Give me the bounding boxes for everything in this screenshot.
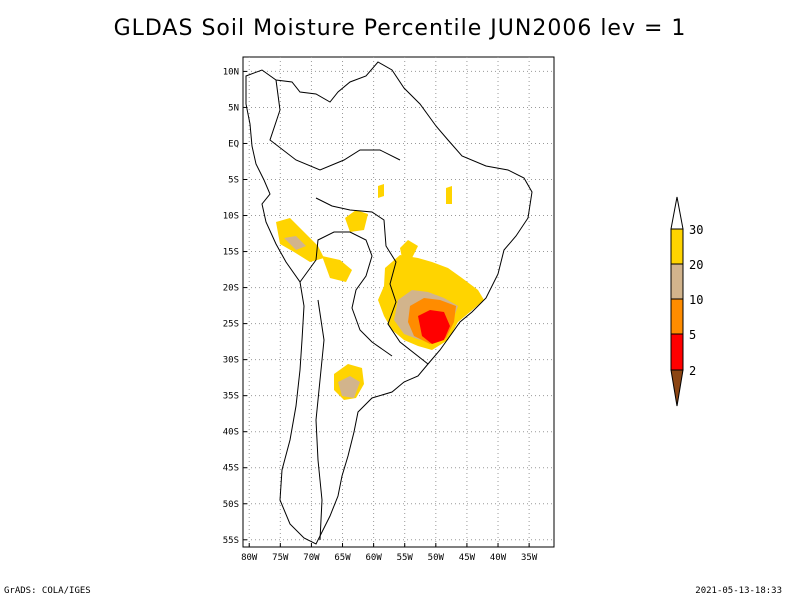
shade-yellow-bolivia (345, 210, 368, 232)
lat-label-5n: 5N (228, 103, 239, 113)
lat-label-50s: 50S (223, 500, 239, 510)
lat-label-25s: 25S (223, 320, 239, 330)
colorbar-seg-20-30 (670, 228, 684, 265)
shade-yellow-nordeste (446, 186, 452, 204)
colorbar (670, 196, 684, 407)
lat-label-eq: EQ (228, 139, 239, 149)
footer-timestamp: 2021-05-13-18:33 (695, 586, 782, 596)
lon-label-40w: 40W (490, 553, 507, 563)
colorbar-label-30: 30 (689, 223, 703, 237)
colorbar-seg-10-20 (670, 263, 684, 300)
shaded-regions (276, 184, 484, 400)
longitude-tick-labels: 80W 75W 70W 65W 60W 55W 50W 45W 40W 35W (241, 553, 538, 563)
lat-label-10n: 10N (223, 67, 239, 77)
map-frame (242, 56, 555, 548)
shade-tan-argentina (338, 376, 360, 398)
lat-label-20s: 20S (223, 284, 239, 294)
colorbar-label-2: 2 (689, 364, 696, 378)
lat-label-15s: 15S (223, 248, 239, 258)
lat-label-45s: 45S (223, 464, 239, 474)
lat-label-10s: 10S (223, 212, 239, 222)
coastlines-borders (245, 61, 533, 545)
colorbar-label-5: 5 (689, 328, 696, 342)
shade-yellow-andes (322, 256, 352, 282)
lon-label-55w: 55W (397, 553, 414, 563)
border-northern (269, 79, 401, 171)
lat-label-35s: 35S (223, 392, 239, 402)
coastline-south-america (245, 61, 533, 545)
shade-red-brazil (418, 310, 450, 344)
border-argentina-chile (315, 299, 325, 541)
shade-yellow-northeast (378, 184, 384, 198)
footer-credit: GrADS: COLA/IGES (4, 586, 91, 596)
lon-label-75w: 75W (272, 553, 289, 563)
lon-label-70w: 70W (303, 553, 320, 563)
colorbar-label-20: 20 (689, 258, 703, 272)
latitude-tick-labels: 10N 5N EQ 5S 10S 15S 20S 25S 30S 35S 40S 45S 50S 55S (223, 67, 239, 545)
lon-label-65w: 65W (334, 553, 351, 563)
lat-label-40s: 40S (223, 428, 239, 438)
shade-yellow-central-brazil (400, 240, 418, 258)
lat-label-5s: 5S (228, 176, 239, 186)
border-andes-east (299, 231, 393, 357)
border-brazil (315, 197, 429, 365)
colorbar-label-10: 10 (689, 293, 703, 307)
lat-label-30s: 30S (223, 356, 239, 366)
colorbar-seg-5-10 (670, 298, 684, 335)
lat-label-55s: 55S (223, 536, 239, 546)
colorbar-top-arrow (670, 196, 684, 230)
lon-label-80w: 80W (241, 553, 258, 563)
lon-label-35w: 35W (521, 553, 538, 563)
lon-label-45w: 45W (459, 553, 476, 563)
colorbar-bottom-arrow (670, 369, 684, 407)
map-title: GLDAS Soil Moisture Percentile JUN2006 l… (113, 16, 687, 41)
lon-label-60w: 60W (365, 553, 382, 563)
colorbar-seg-2-5 (670, 333, 684, 371)
lon-label-50w: 50W (428, 553, 445, 563)
shade-tan-peru (284, 236, 306, 250)
